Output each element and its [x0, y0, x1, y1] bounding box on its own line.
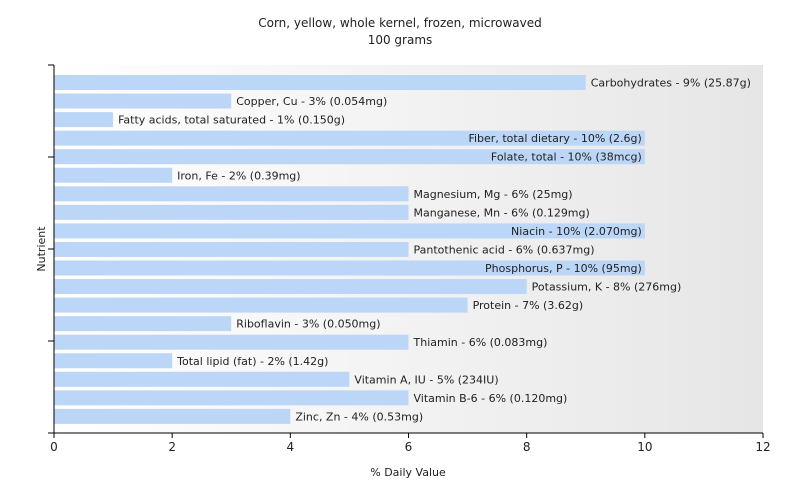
bar-labels: Carbohydrates - 9% (25.87g) Copper, Cu - …: [118, 77, 751, 424]
bar: [54, 75, 586, 90]
bar: [54, 316, 232, 332]
x-tick-label: 12: [755, 440, 770, 454]
bar-series: [54, 75, 645, 424]
x-tick-label: 10: [637, 440, 652, 454]
bar: [54, 297, 468, 313]
bar: [54, 353, 173, 369]
bar-label: Magnesium, Mg - 6% (25mg): [414, 188, 573, 201]
bar: [54, 130, 645, 146]
bar-label: Pantothenic acid - 6% (0.637mg): [414, 243, 595, 256]
bar: [54, 149, 645, 165]
bar: [54, 260, 645, 276]
x-tick-label: 8: [523, 440, 531, 454]
chart-subtitle: 100 grams: [368, 33, 433, 47]
bar-label: Vitamin A, IU - 5% (234IU): [354, 373, 498, 386]
bar: [54, 223, 645, 239]
bar: [54, 112, 114, 128]
bar-label: Protein - 7% (3.62g): [473, 299, 584, 312]
bar: [54, 371, 350, 387]
x-axis-title: % Daily Value: [370, 466, 446, 479]
x-tick-label: 0: [50, 440, 58, 454]
bar-label: Fiber, total dietary - 10% (2.6g): [468, 132, 641, 145]
bar: [54, 167, 173, 183]
bar-label: Riboflavin - 3% (0.050mg): [236, 318, 380, 331]
bar-label: Copper, Cu - 3% (0.054mg): [236, 95, 387, 108]
bar-label: Niacin - 10% (2.070mg): [511, 225, 642, 238]
bar-label: Total lipid (fat) - 2% (1.42g): [176, 355, 328, 368]
chart-title: Corn, yellow, whole kernel, frozen, micr…: [258, 16, 542, 30]
y-axis: [48, 64, 55, 434]
bar: [54, 408, 291, 424]
bar-label: Vitamin B-6 - 6% (0.120mg): [414, 392, 568, 405]
x-axis: 0 2 4 6 8 10 12: [50, 432, 771, 454]
x-tick-label: 2: [168, 440, 176, 454]
bar-label: Potassium, K - 8% (276mg): [532, 281, 682, 294]
bar: [54, 241, 409, 257]
bar: [54, 390, 409, 406]
bar-label: Folate, total - 10% (38mcg): [491, 151, 642, 164]
bar-label: Phosphorus, P - 10% (95mg): [485, 262, 642, 275]
bar-label: Fatty acids, total saturated - 1% (0.150…: [118, 114, 345, 127]
bar: [54, 334, 409, 350]
bar-label: Iron, Fe - 2% (0.39mg): [177, 169, 300, 182]
bar: [54, 204, 409, 220]
bar: [54, 186, 409, 202]
bar: [54, 93, 232, 109]
x-tick-label: 6: [405, 440, 413, 454]
bar-label: Carbohydrates - 9% (25.87g): [591, 77, 751, 90]
bar-label: Zinc, Zn - 4% (0.53mg): [295, 410, 423, 423]
y-axis-title: Nutrient: [35, 226, 48, 272]
bar: [54, 279, 527, 295]
x-tick-label: 4: [287, 440, 295, 454]
bar-label: Thiamin - 6% (0.083mg): [413, 336, 548, 349]
bar-label: Manganese, Mn - 6% (0.129mg): [414, 206, 590, 219]
